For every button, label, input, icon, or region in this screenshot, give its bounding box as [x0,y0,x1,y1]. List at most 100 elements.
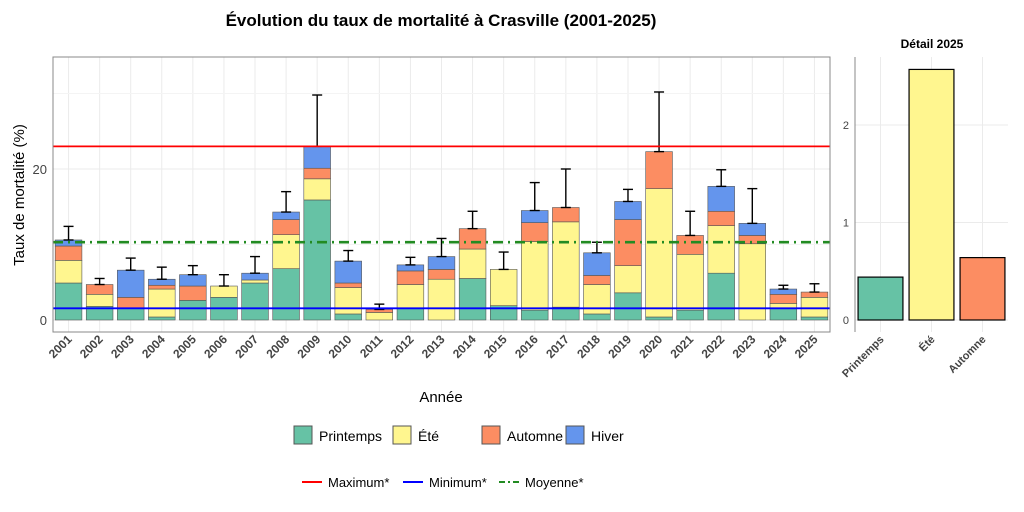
x-tick-label: 2025 [792,332,821,361]
chart-title: Évolution du taux de mortalité à Crasvil… [226,11,657,30]
bar-été-2008 [272,234,300,269]
legend-label: Printemps [319,428,382,444]
x-tick-label: 2004 [139,332,168,361]
bar-été-2001 [54,260,83,284]
bar-automne-2001 [54,245,83,261]
bar-été-2016 [521,241,549,311]
x-tick-label: 2011 [357,332,386,361]
x-tick-label: 2008 [263,332,292,361]
bar-automne-2017 [552,207,580,223]
x-tick-label: 2012 [388,332,417,361]
x-tick-label: 2017 [543,332,572,361]
bar-hiver-2019 [614,201,642,220]
bar-automne-2009 [303,167,331,180]
bar-automne-2010 [334,282,362,288]
bar-printemps-2020 [645,316,673,321]
bar-été-2019 [614,265,642,294]
bar-été-2021 [676,254,704,311]
detail-y-tick-label: 1 [843,218,849,230]
x-tick-label: 2009 [295,332,324,361]
bar-automne-2013 [427,269,456,280]
x-tick-label: 2013 [419,332,448,361]
bar-hiver-2022 [707,186,735,212]
bar-été-2025 [800,297,829,318]
bar-printemps-2025 [800,316,829,321]
bar-hiver-2016 [521,210,549,223]
bar-automne-2018 [583,275,611,285]
x-tick-label: 2015 [481,332,510,361]
detail-x-tick-label: Automne [946,334,988,376]
bar-printemps-2014 [458,278,487,321]
bar-hiver-2010 [334,260,362,284]
bar-automne-2016 [521,222,549,242]
x-tick-label: 2010 [326,332,355,361]
bar-été-2012 [396,284,425,309]
legend-label: Automne [507,428,563,444]
bar-hiver-2004 [148,278,176,286]
bar-printemps-2004 [148,316,176,321]
bar-hiver-2003 [117,269,145,298]
legend-swatch-été [392,425,412,445]
detail-bar-1 [908,68,955,321]
bar-été-2017 [552,221,580,308]
x-tick-label: 2016 [512,332,541,361]
x-tick-label: 2007 [232,332,261,361]
bar-automne-2020 [645,151,673,189]
y-axis-label: Taux de mortalité (%) [11,124,28,266]
bar-hiver-2013 [427,256,456,270]
bar-printemps-2009 [303,199,331,321]
bar-automne-2004 [148,284,176,290]
plot-border [52,56,831,333]
bar-automne-2022 [707,210,735,226]
bar-printemps-2018 [583,313,611,321]
bar-été-2023 [738,243,766,321]
x-tick-label: 2021 [667,332,696,361]
bar-printemps-2008 [272,268,300,321]
x-tick-label: 2024 [761,332,790,361]
bar-printemps-2016 [521,309,549,321]
x-tick-label: 2019 [605,332,634,361]
bar-printemps-2012 [396,308,425,321]
bar-automne-2024 [769,294,798,304]
bar-automne-2025 [800,291,829,298]
bar-été-2004 [148,288,176,318]
detail-y-tick-label: 2 [843,120,849,132]
bar-hiver-2018 [583,252,611,276]
bar-hiver-2005 [179,274,207,287]
y-tick-label: 0 [40,313,47,328]
legend-label: Hiver [591,428,624,444]
bar-hiver-2007 [241,272,269,281]
bar-automne-2012 [396,270,425,285]
bar-été-2024 [769,303,798,309]
bar-été-2010 [334,287,362,315]
bar-automne-2002 [85,284,114,295]
bar-été-2015 [489,269,518,306]
bar-été-2022 [707,225,735,274]
x-tick-label: 2014 [450,332,479,361]
legend-swatch-hiver [565,425,585,445]
bar-hiver-2012 [396,264,425,272]
x-tick-label: 2006 [201,332,230,361]
bar-automne-2003 [117,297,145,309]
bar-printemps-2001 [54,282,83,321]
bar-automne-2008 [272,219,300,235]
bar-hiver-2023 [738,223,766,236]
bar-hiver-2009 [303,146,331,169]
bar-été-2011 [365,312,394,321]
bar-été-2006 [210,285,238,298]
x-axis-label: Année [419,389,462,406]
bar-printemps-2005 [179,300,207,321]
bar-été-2007 [241,279,269,284]
bar-printemps-2007 [241,282,269,321]
bar-été-2020 [645,188,673,318]
detail-x-tick-label: Été [916,333,937,354]
bar-printemps-2010 [334,313,362,321]
x-tick-label: 2002 [77,332,106,361]
y-tick-label: 20 [33,162,47,177]
x-tick-label: 2022 [699,332,728,361]
x-tick-label: 2003 [108,332,137,361]
detail-x-tick-label: Printemps [840,334,887,381]
legend-label: Moyenne* [525,475,584,490]
